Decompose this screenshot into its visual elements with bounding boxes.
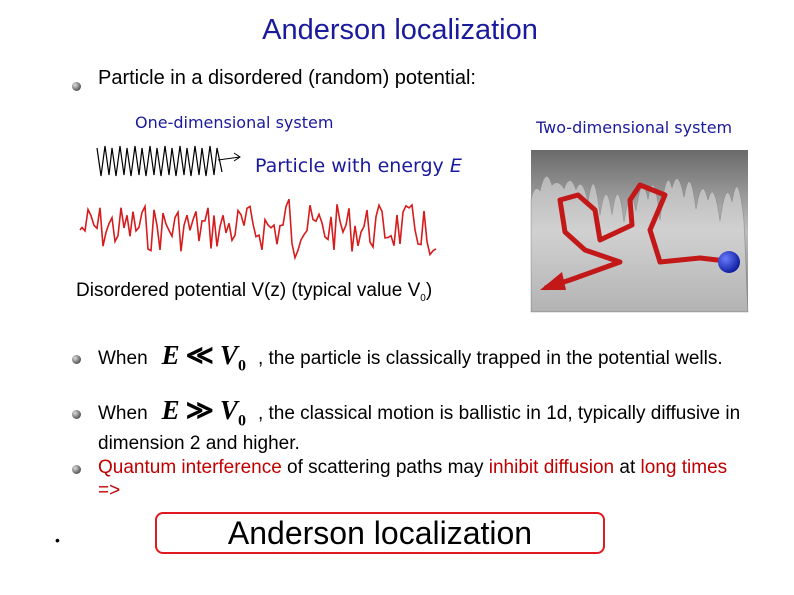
label-text: )	[425, 280, 433, 301]
figure-label: Disordered potential V(z) (typical value…	[76, 280, 432, 304]
figure-label: One-dimensional system	[135, 113, 334, 132]
math: E ≪ V0	[161, 340, 246, 375]
math-relation: ≪	[185, 340, 214, 370]
text: , the particle is classically trapped in…	[257, 348, 723, 369]
figure-label: Two-dimensional system	[536, 118, 733, 137]
math-lhs: E	[161, 395, 180, 425]
label-text: Particle with energy	[255, 155, 444, 177]
slide-title: Anderson localization	[262, 14, 538, 46]
text: When	[98, 348, 148, 369]
math-sub: 0	[237, 357, 246, 375]
text: at	[619, 457, 636, 478]
highlight-text: inhibit diffusion	[488, 457, 615, 478]
bullet-icon	[72, 465, 81, 474]
highlight-text: long times =>	[98, 457, 728, 501]
math-sub: 0	[237, 412, 246, 430]
label-text: Disordered potential V(z) (typical value…	[76, 280, 421, 301]
intro: Particle in a disordered (random) potent…	[98, 67, 476, 89]
math-lhs: E	[161, 340, 180, 370]
bullet-icon	[72, 410, 81, 419]
random-potential	[79, 198, 437, 261]
math-rhs: V	[219, 395, 238, 425]
subscript: 0	[420, 292, 426, 304]
bullet-icon	[72, 355, 81, 364]
landscape-2d	[530, 150, 749, 313]
conclusion-box: Anderson localization	[155, 512, 605, 554]
bullet-icon	[72, 82, 81, 91]
bullet-text: When E ≫ V0, the classical motion is ballis…	[98, 397, 748, 455]
math-relation: ≫	[185, 395, 214, 425]
bullet-text: Quantum interference of scattering paths…	[98, 456, 748, 502]
bullet-text: When E ≪ V0 , the particle is classically tr…	[98, 342, 748, 377]
wave-arrow	[217, 152, 241, 162]
math-rhs: V	[219, 340, 238, 370]
math: E ≫ V0	[161, 395, 246, 430]
empty-bullet: •	[55, 532, 60, 548]
text: , the classical motion is ballistic in 1…	[98, 403, 741, 455]
figure-label: Particle with energy E	[255, 155, 462, 177]
symbol: E	[449, 155, 462, 177]
text: of scattering paths may	[287, 457, 484, 478]
highlight-text: Quantum interference	[98, 457, 282, 478]
wave-sketch	[96, 145, 223, 177]
text: When	[98, 403, 148, 424]
